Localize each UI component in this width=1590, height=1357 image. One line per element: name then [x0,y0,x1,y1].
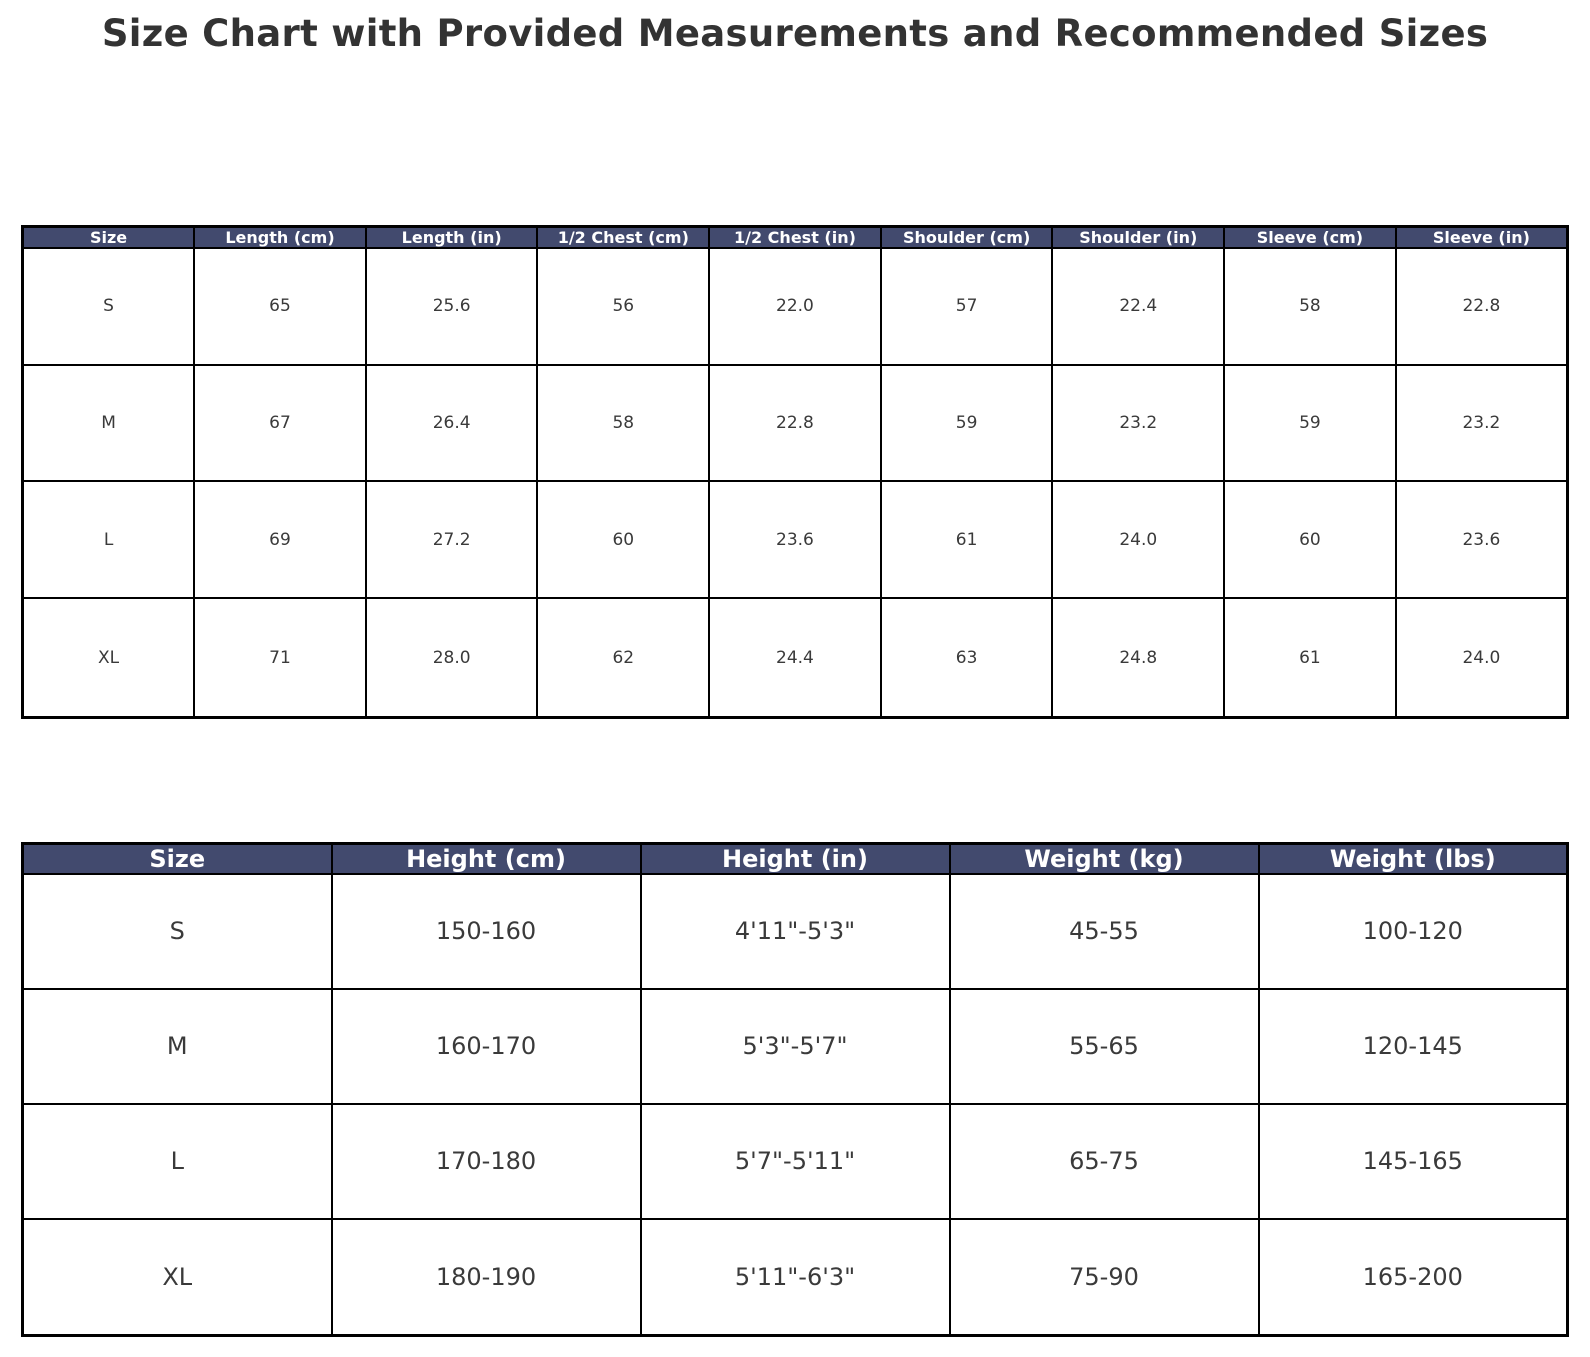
column-header: Length (cm) [193,225,367,249]
value-cell: 23.2 [1051,363,1226,483]
value-cell: 63 [879,597,1054,719]
value-cell: 22.8 [1394,247,1569,366]
size-cell: M [21,987,333,1105]
column-header: 1/2 Chest (in) [708,225,882,249]
recommended-size-table-head: Size Height (cm) Height (in) Weight (kg) Wei… [21,842,1569,875]
column-header: Weight (lbs) [1257,842,1569,875]
column-header: Size [21,225,196,249]
value-cell: 23.6 [1394,480,1569,600]
value-cell: 55-65 [948,987,1260,1105]
value-cell: 61 [879,480,1054,600]
size-cell: S [21,873,333,990]
value-cell: 24.4 [708,597,882,719]
value-cell: 71 [193,597,367,719]
size-cell: S [21,247,196,366]
value-cell: 22.4 [1051,247,1226,366]
table-row: M 67 26.4 58 22.8 59 23.2 59 23.2 [21,363,1569,483]
value-cell: 60 [536,480,711,600]
value-cell: 150-160 [330,873,642,990]
value-cell: 57 [879,247,1054,366]
column-header: Shoulder (in) [1051,225,1226,249]
value-cell: 5'7"-5'11" [639,1102,951,1220]
measurement-table-head: Size Length (cm) Length (in) 1/2 Chest (cm)… [21,225,1569,249]
value-cell: 24.0 [1051,480,1226,600]
value-cell: 5'3"-5'7" [639,987,951,1105]
value-cell: 56 [536,247,711,366]
value-cell: 165-200 [1257,1217,1569,1337]
value-cell: 27.2 [364,480,539,600]
value-cell: 180-190 [330,1217,642,1337]
column-header: Weight (kg) [948,842,1260,875]
value-cell: 5'11"-6'3" [639,1217,951,1337]
recommended-size-table-body: S 150-160 4'11"-5'3" 45-55 100-120 M 160-170 5'… [21,873,1569,1337]
column-header: Height (cm) [330,842,642,875]
value-cell: 100-120 [1257,873,1569,990]
table-row: XL 71 28.0 62 24.4 63 24.8 61 24.0 [21,597,1569,719]
size-cell: XL [21,597,196,719]
table-row: L 69 27.2 60 23.6 61 24.0 60 23.6 [21,480,1569,600]
recommended-size-table: Size Height (cm) Height (in) Weight (kg) Wei… [21,842,1569,1337]
value-cell: 65 [193,247,367,366]
value-cell: 23.2 [1394,363,1569,483]
measurement-table: Size Length (cm) Length (in) 1/2 Chest (cm)… [21,225,1569,719]
value-cell: 160-170 [330,987,642,1105]
value-cell: 24.8 [1051,597,1226,719]
value-cell: 61 [1223,597,1397,719]
column-header: 1/2 Chest (cm) [536,225,711,249]
value-cell: 28.0 [364,597,539,719]
column-header: Size [21,842,333,875]
value-cell: 120-145 [1257,987,1569,1105]
measurement-table-body: S 65 25.6 56 22.0 57 22.4 58 22.8 M 67 26.4 58 22.8 59… [21,247,1569,719]
value-cell: 170-180 [330,1102,642,1220]
size-cell: L [21,1102,333,1220]
size-cell: XL [21,1217,333,1337]
header-row: Size Height (cm) Height (in) Weight (kg) Wei… [21,842,1569,875]
table-row: S 65 25.6 56 22.0 57 22.4 58 22.8 [21,247,1569,366]
column-header: Shoulder (cm) [879,225,1054,249]
header-row: Size Length (cm) Length (in) 1/2 Chest (cm)… [21,225,1569,249]
value-cell: 58 [536,363,711,483]
value-cell: 4'11"-5'3" [639,873,951,990]
value-cell: 65-75 [948,1102,1260,1220]
size-cell: L [21,480,196,600]
value-cell: 67 [193,363,367,483]
value-cell: 45-55 [948,873,1260,990]
value-cell: 26.4 [364,363,539,483]
column-header: Length (in) [364,225,539,249]
table-row: XL 180-190 5'11"-6'3" 75-90 165-200 [21,1217,1569,1337]
page-title: Size Chart with Provided Measurements an… [101,12,1489,55]
value-cell: 69 [193,480,367,600]
value-cell: 22.8 [708,363,882,483]
column-header: Height (in) [639,842,951,875]
table-row: M 160-170 5'3"-5'7" 55-65 120-145 [21,987,1569,1105]
value-cell: 59 [879,363,1054,483]
value-cell: 25.6 [364,247,539,366]
value-cell: 62 [536,597,711,719]
value-cell: 75-90 [948,1217,1260,1337]
table-row: L 170-180 5'7"-5'11" 65-75 145-165 [21,1102,1569,1220]
column-header: Sleeve (cm) [1223,225,1397,249]
value-cell: 60 [1223,480,1397,600]
value-cell: 59 [1223,363,1397,483]
value-cell: 22.0 [708,247,882,366]
column-header: Sleeve (in) [1394,225,1569,249]
value-cell: 145-165 [1257,1102,1569,1220]
size-cell: M [21,363,196,483]
value-cell: 58 [1223,247,1397,366]
table-row: S 150-160 4'11"-5'3" 45-55 100-120 [21,873,1569,990]
value-cell: 24.0 [1394,597,1569,719]
value-cell: 23.6 [708,480,882,600]
